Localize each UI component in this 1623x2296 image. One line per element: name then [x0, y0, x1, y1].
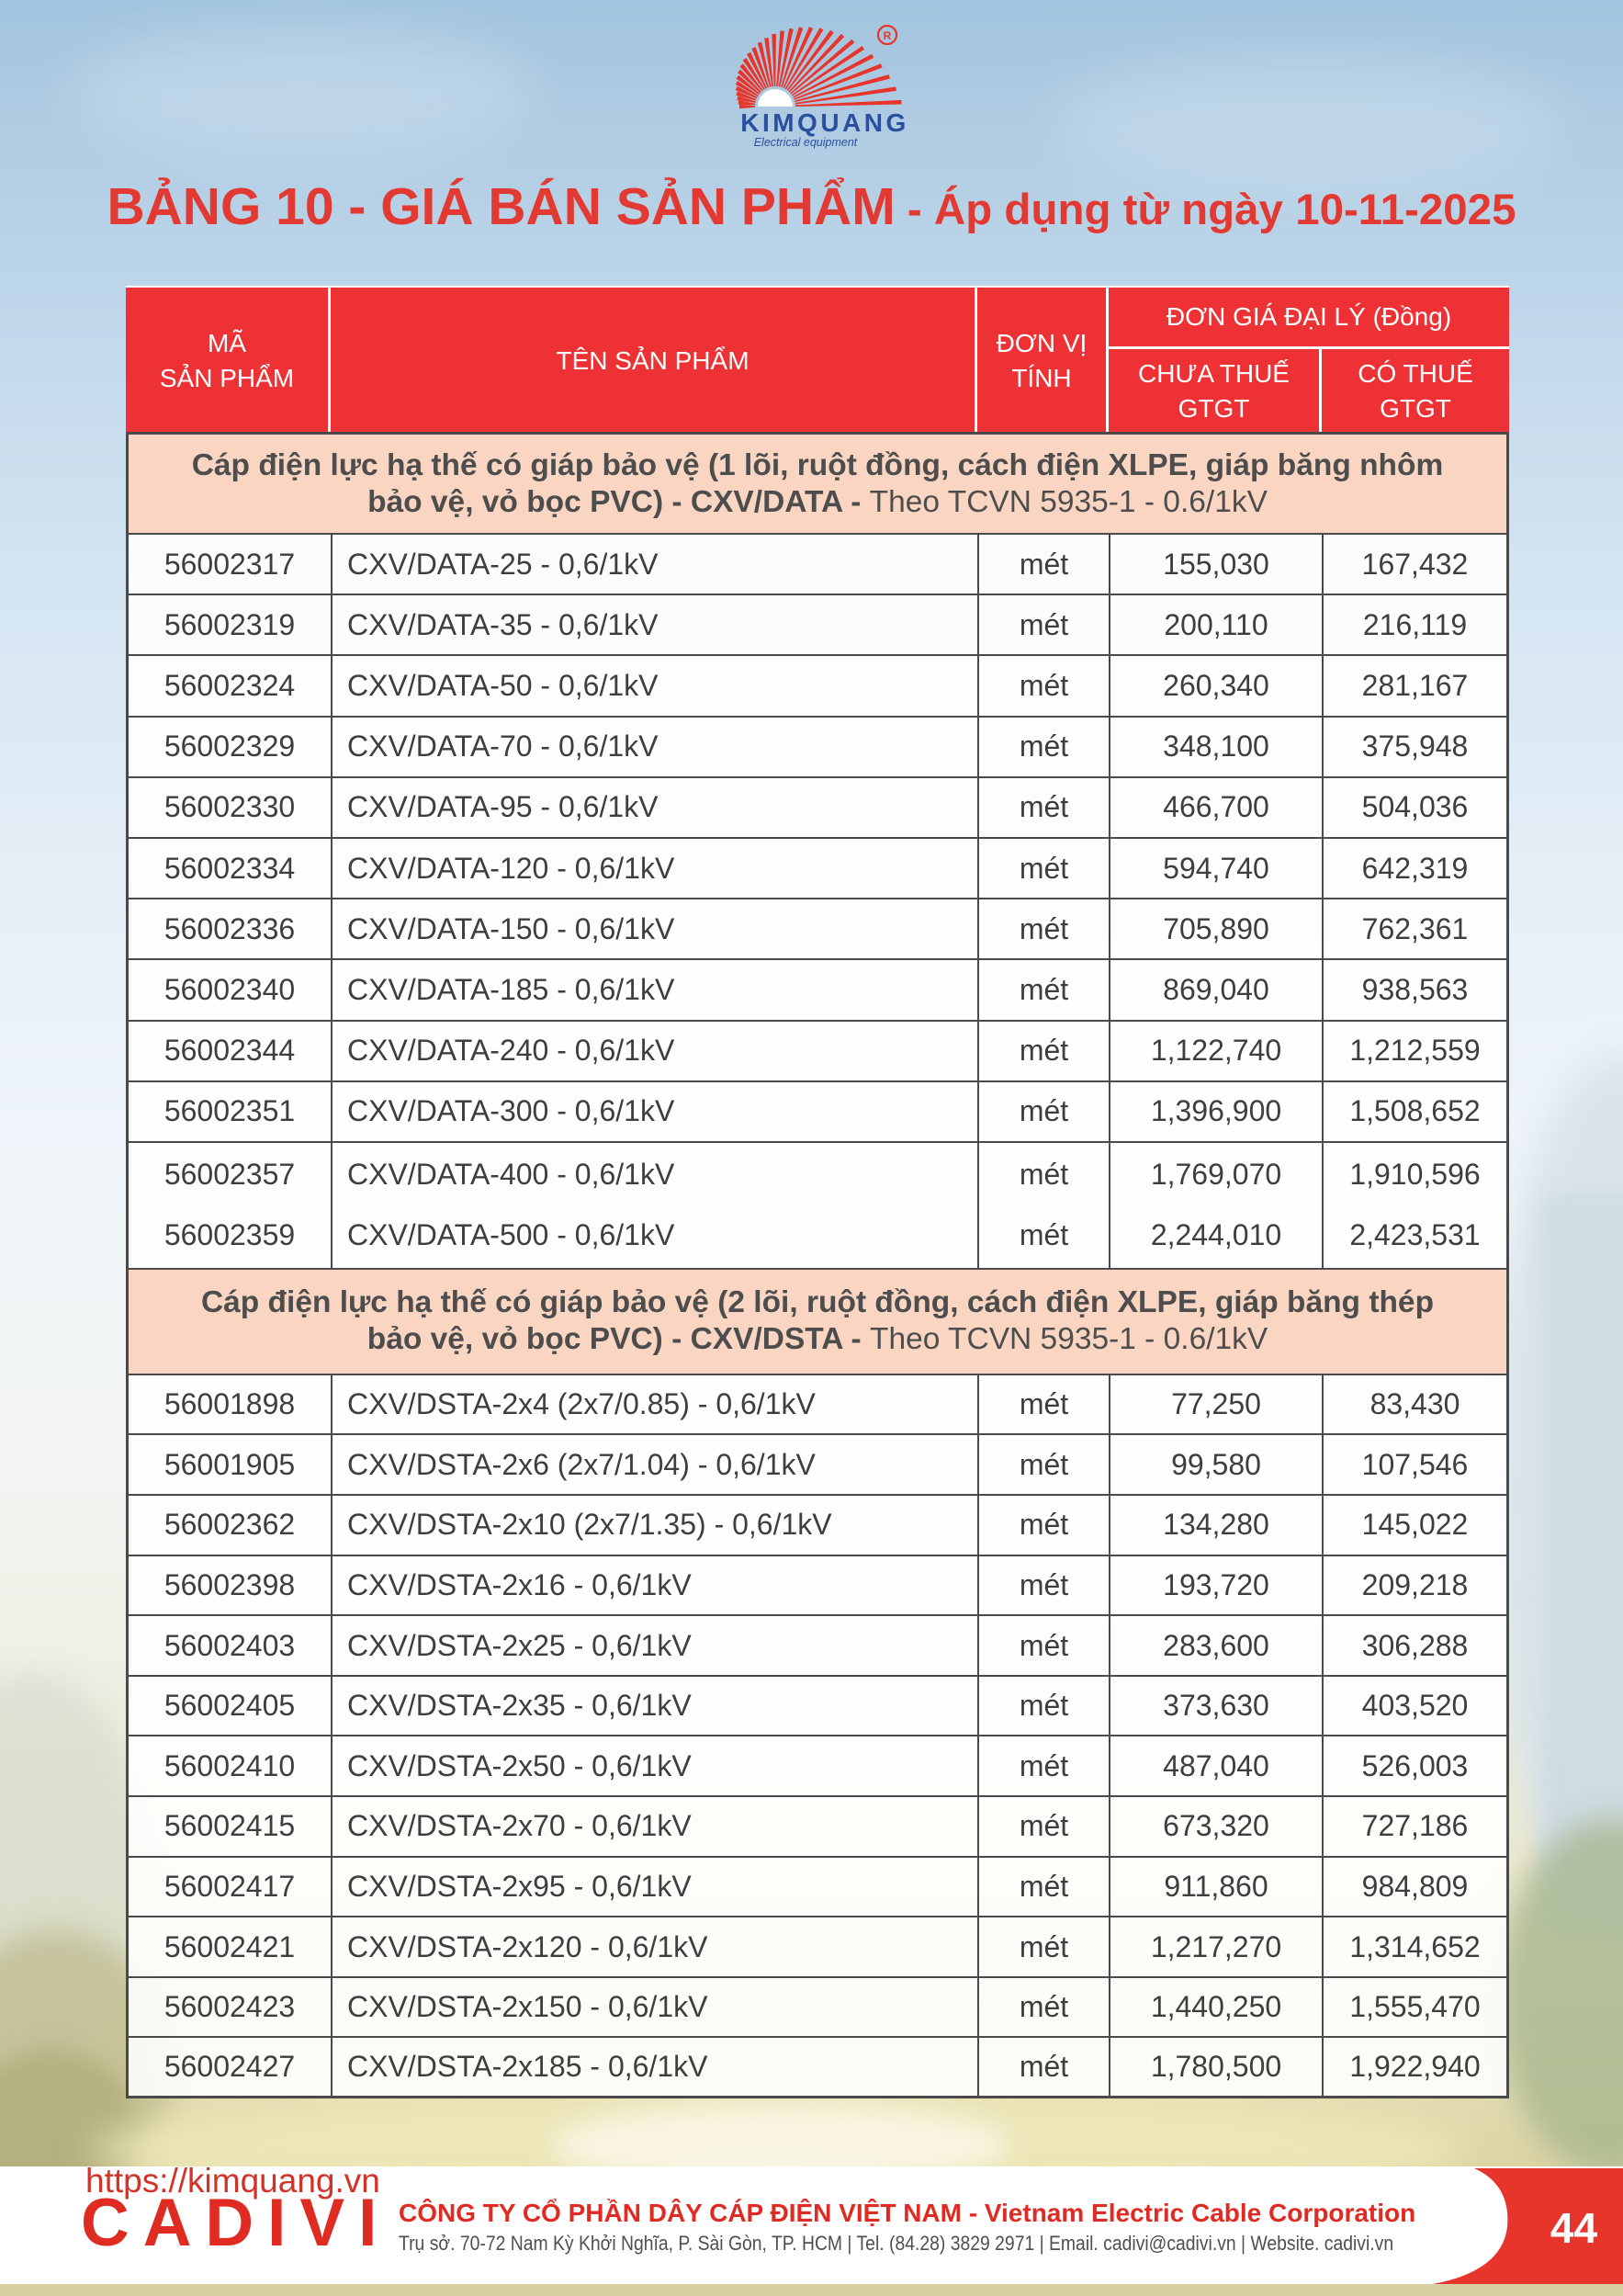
svg-text:Electrical equipment: Electrical equipment — [754, 136, 858, 149]
svg-text:KIMQUANG: KIMQUANG — [740, 108, 909, 137]
svg-text:R: R — [884, 29, 892, 42]
